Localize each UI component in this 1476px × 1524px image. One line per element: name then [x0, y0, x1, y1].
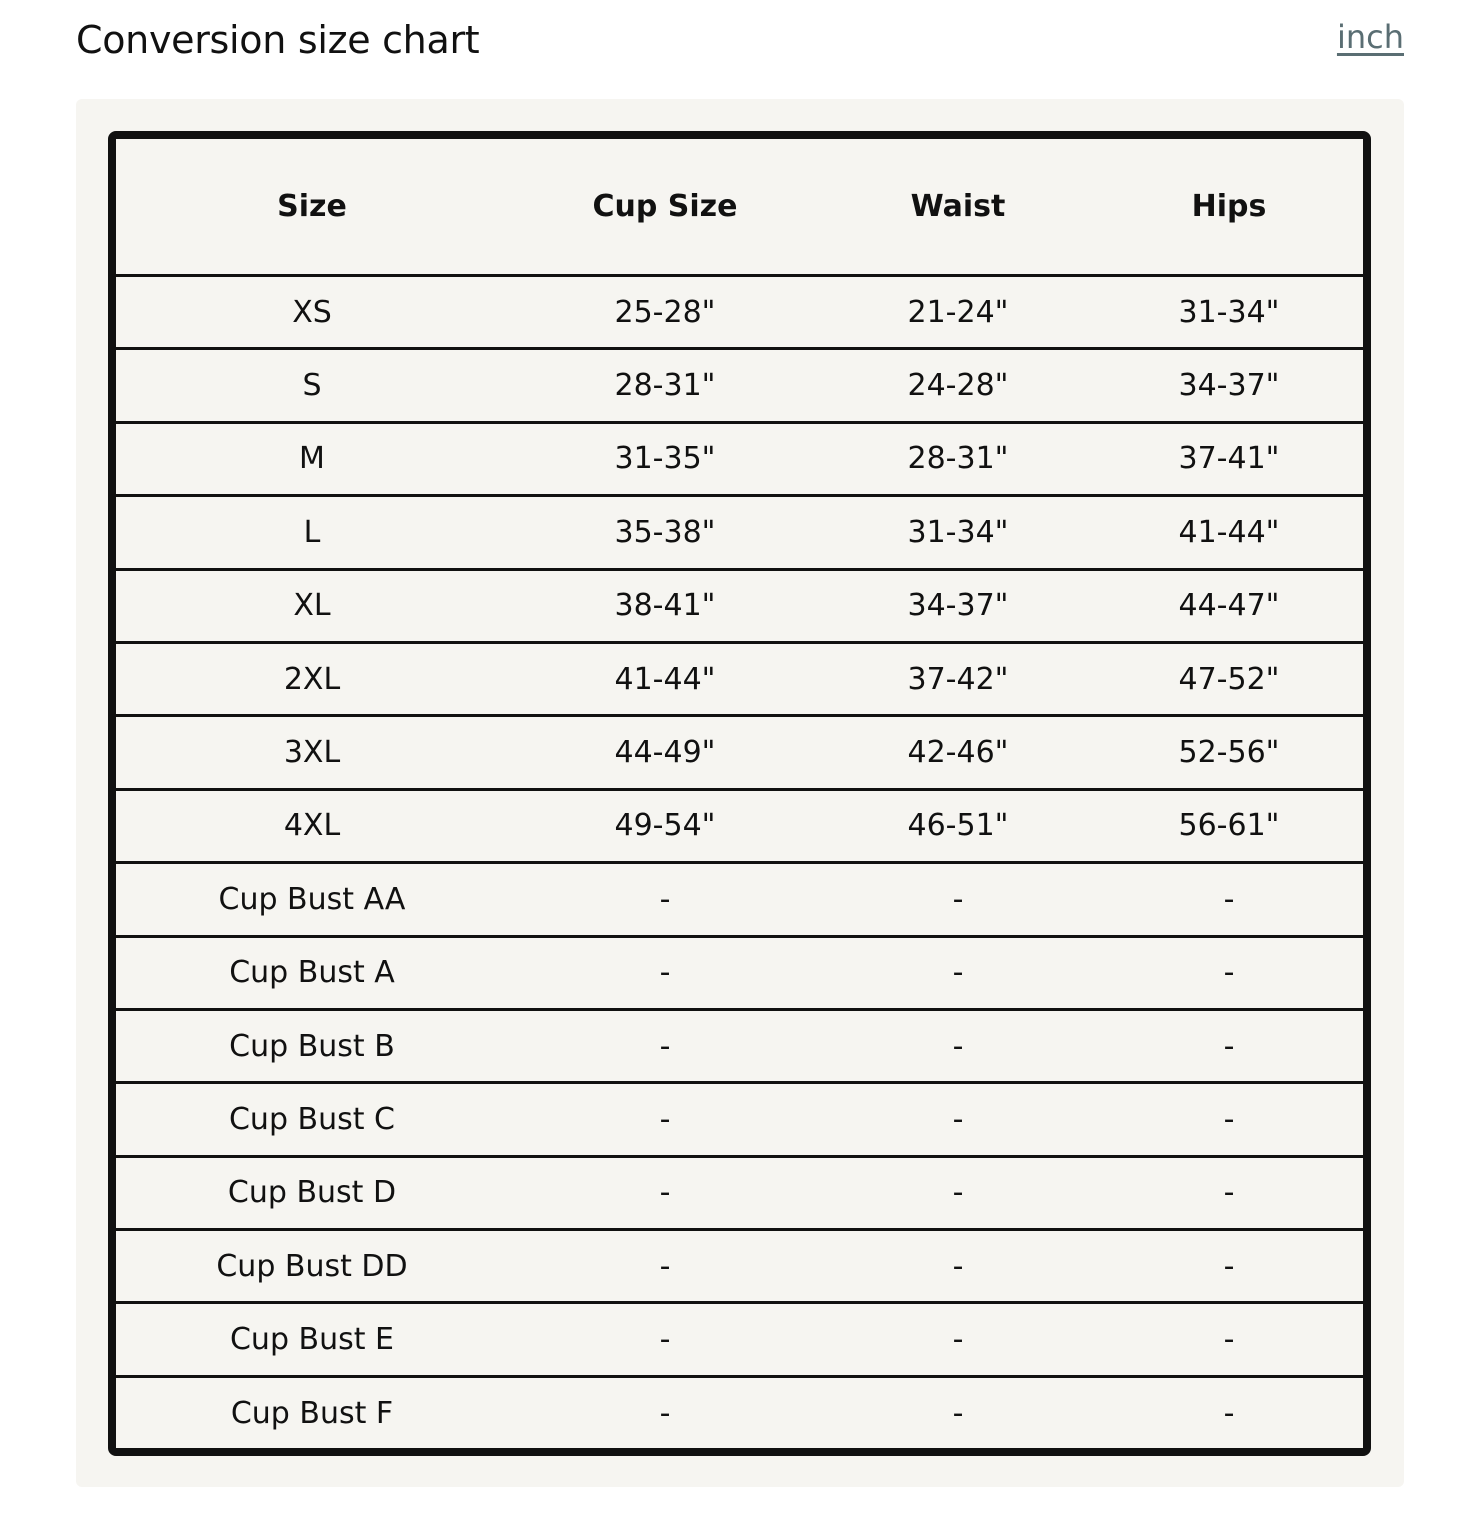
cell-cup-size: -: [508, 1007, 822, 1083]
cell-cup-size: 41-44": [508, 640, 822, 716]
cell-waist: -: [822, 1154, 1094, 1230]
cell-cup-size: -: [508, 1374, 822, 1449]
cell-waist: -: [822, 934, 1094, 1010]
cell-size: Cup Bust A: [116, 934, 508, 1010]
cell-size: M: [116, 420, 508, 496]
cell-hips: -: [1094, 1374, 1363, 1449]
cell-cup-size: 25-28": [508, 273, 822, 349]
cell-hips: -: [1094, 1228, 1363, 1303]
cell-hips: 52-56": [1094, 714, 1363, 790]
cell-cup-size: -: [508, 861, 822, 937]
table-row: S 28-31" 24-28" 34-37": [116, 347, 1363, 423]
cell-waist: 34-37": [822, 567, 1094, 643]
size-table: Size Cup Size Waist Hips XS 25-28" 21-24" 3…: [116, 139, 1363, 1449]
cell-hips: 31-34": [1094, 273, 1363, 349]
cell-hips: -: [1094, 861, 1363, 937]
column-header-cup-size: Cup Size: [592, 189, 738, 224]
cell-waist: -: [822, 1007, 1094, 1083]
size-table-frame: Size Cup Size Waist Hips XS 25-28" 21-24" 3…: [108, 131, 1371, 1457]
cell-cup-size: 28-31": [508, 347, 822, 423]
cell-size: 3XL: [116, 714, 508, 790]
cell-waist: 24-28": [822, 347, 1094, 423]
cell-size: Cup Bust E: [116, 1301, 508, 1377]
cell-waist: -: [822, 1081, 1094, 1157]
cell-cup-size: -: [508, 934, 822, 1010]
cell-waist: -: [822, 1228, 1094, 1303]
column-header-size: Size: [277, 189, 347, 224]
table-row: XL 38-41" 34-37" 44-47": [116, 567, 1363, 643]
table-row: Cup Bust C---: [116, 1081, 1363, 1157]
size-chart-panel: Size Cup Size Waist Hips XS 25-28" 21-24" 3…: [76, 99, 1404, 1487]
table-row: Cup Bust DD - - -: [116, 1228, 1363, 1303]
column-header-waist: Waist: [910, 189, 1006, 224]
table-row: 3XL 44-49" 42-46" 52-56": [116, 714, 1363, 790]
cell-hips: -: [1094, 1154, 1363, 1230]
table-row: 4XL 49-54" 46-51" 56-61": [116, 787, 1363, 863]
cell-waist: 31-34": [822, 494, 1094, 570]
cell-cup-size: 35-38": [508, 494, 822, 570]
cell-hips: 41-44": [1094, 494, 1363, 570]
cell-hips: 47-52": [1094, 640, 1363, 716]
cell-cup-size: -: [508, 1081, 822, 1157]
cell-waist: 28-31": [822, 420, 1094, 496]
table-row: Cup Bust D---: [116, 1154, 1363, 1230]
table-row: 2XL 41-44" 37-42" 47-52": [116, 640, 1363, 716]
cell-size: Cup Bust AA: [116, 861, 508, 937]
table-row: Cup Bust A---: [116, 934, 1363, 1010]
cell-hips: -: [1094, 1301, 1363, 1377]
column-header-hips: Hips: [1191, 189, 1267, 224]
table-row: L 35-38" 31-34" 41-44": [116, 494, 1363, 570]
cell-size: 2XL: [116, 640, 508, 716]
cell-cup-size: -: [508, 1154, 822, 1230]
cell-waist: -: [822, 1374, 1094, 1449]
cell-hips: 34-37": [1094, 347, 1363, 423]
cell-size: Cup Bust B: [116, 1007, 508, 1083]
cell-size: XL: [116, 567, 508, 643]
cell-hips: 37-41": [1094, 420, 1363, 496]
cell-cup-size: 49-54": [508, 787, 822, 863]
cell-size: Cup Bust F: [116, 1374, 508, 1449]
cell-cup-size: 31-35": [508, 420, 822, 496]
page-title: Conversion size chart: [76, 18, 480, 62]
cell-waist: 42-46": [822, 714, 1094, 790]
table-row: XS 25-28" 21-24" 31-34": [116, 273, 1363, 349]
table-row: Cup Bust AA - - -: [116, 861, 1363, 937]
cell-waist: 37-42": [822, 640, 1094, 716]
unit-toggle-link[interactable]: inch: [1336, 18, 1404, 56]
table-header-row: Size Cup Size Waist Hips: [116, 139, 1363, 275]
cell-cup-size: 38-41": [508, 567, 822, 643]
cell-size: 4XL: [116, 787, 508, 863]
table-row: Cup Bust F---: [116, 1374, 1363, 1449]
cell-hips: 56-61": [1094, 787, 1363, 863]
cell-size: L: [116, 494, 508, 570]
cell-cup-size: -: [508, 1228, 822, 1303]
cell-waist: -: [822, 1301, 1094, 1377]
cell-waist: -: [822, 861, 1094, 937]
cell-hips: 44-47": [1094, 567, 1363, 643]
table-row: Cup Bust B---: [116, 1007, 1363, 1083]
cell-waist: 21-24": [822, 273, 1094, 349]
cell-hips: -: [1094, 1007, 1363, 1083]
cell-hips: -: [1094, 1081, 1363, 1157]
cell-size: XS: [116, 273, 508, 349]
cell-waist: 46-51": [822, 787, 1094, 863]
cell-cup-size: -: [508, 1301, 822, 1377]
cell-size: Cup Bust DD: [116, 1228, 508, 1303]
cell-size: Cup Bust D: [116, 1154, 508, 1230]
cell-size: S: [116, 347, 508, 423]
cell-size: Cup Bust C: [116, 1081, 508, 1157]
cell-cup-size: 44-49": [508, 714, 822, 790]
table-row: Cup Bust E---: [116, 1301, 1363, 1377]
cell-hips: -: [1094, 934, 1363, 1010]
table-row: M 31-35" 28-31" 37-41": [116, 420, 1363, 496]
